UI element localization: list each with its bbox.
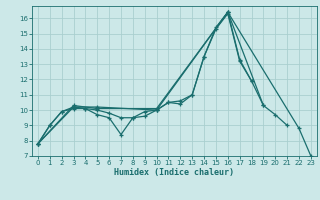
X-axis label: Humidex (Indice chaleur): Humidex (Indice chaleur)	[115, 168, 234, 177]
